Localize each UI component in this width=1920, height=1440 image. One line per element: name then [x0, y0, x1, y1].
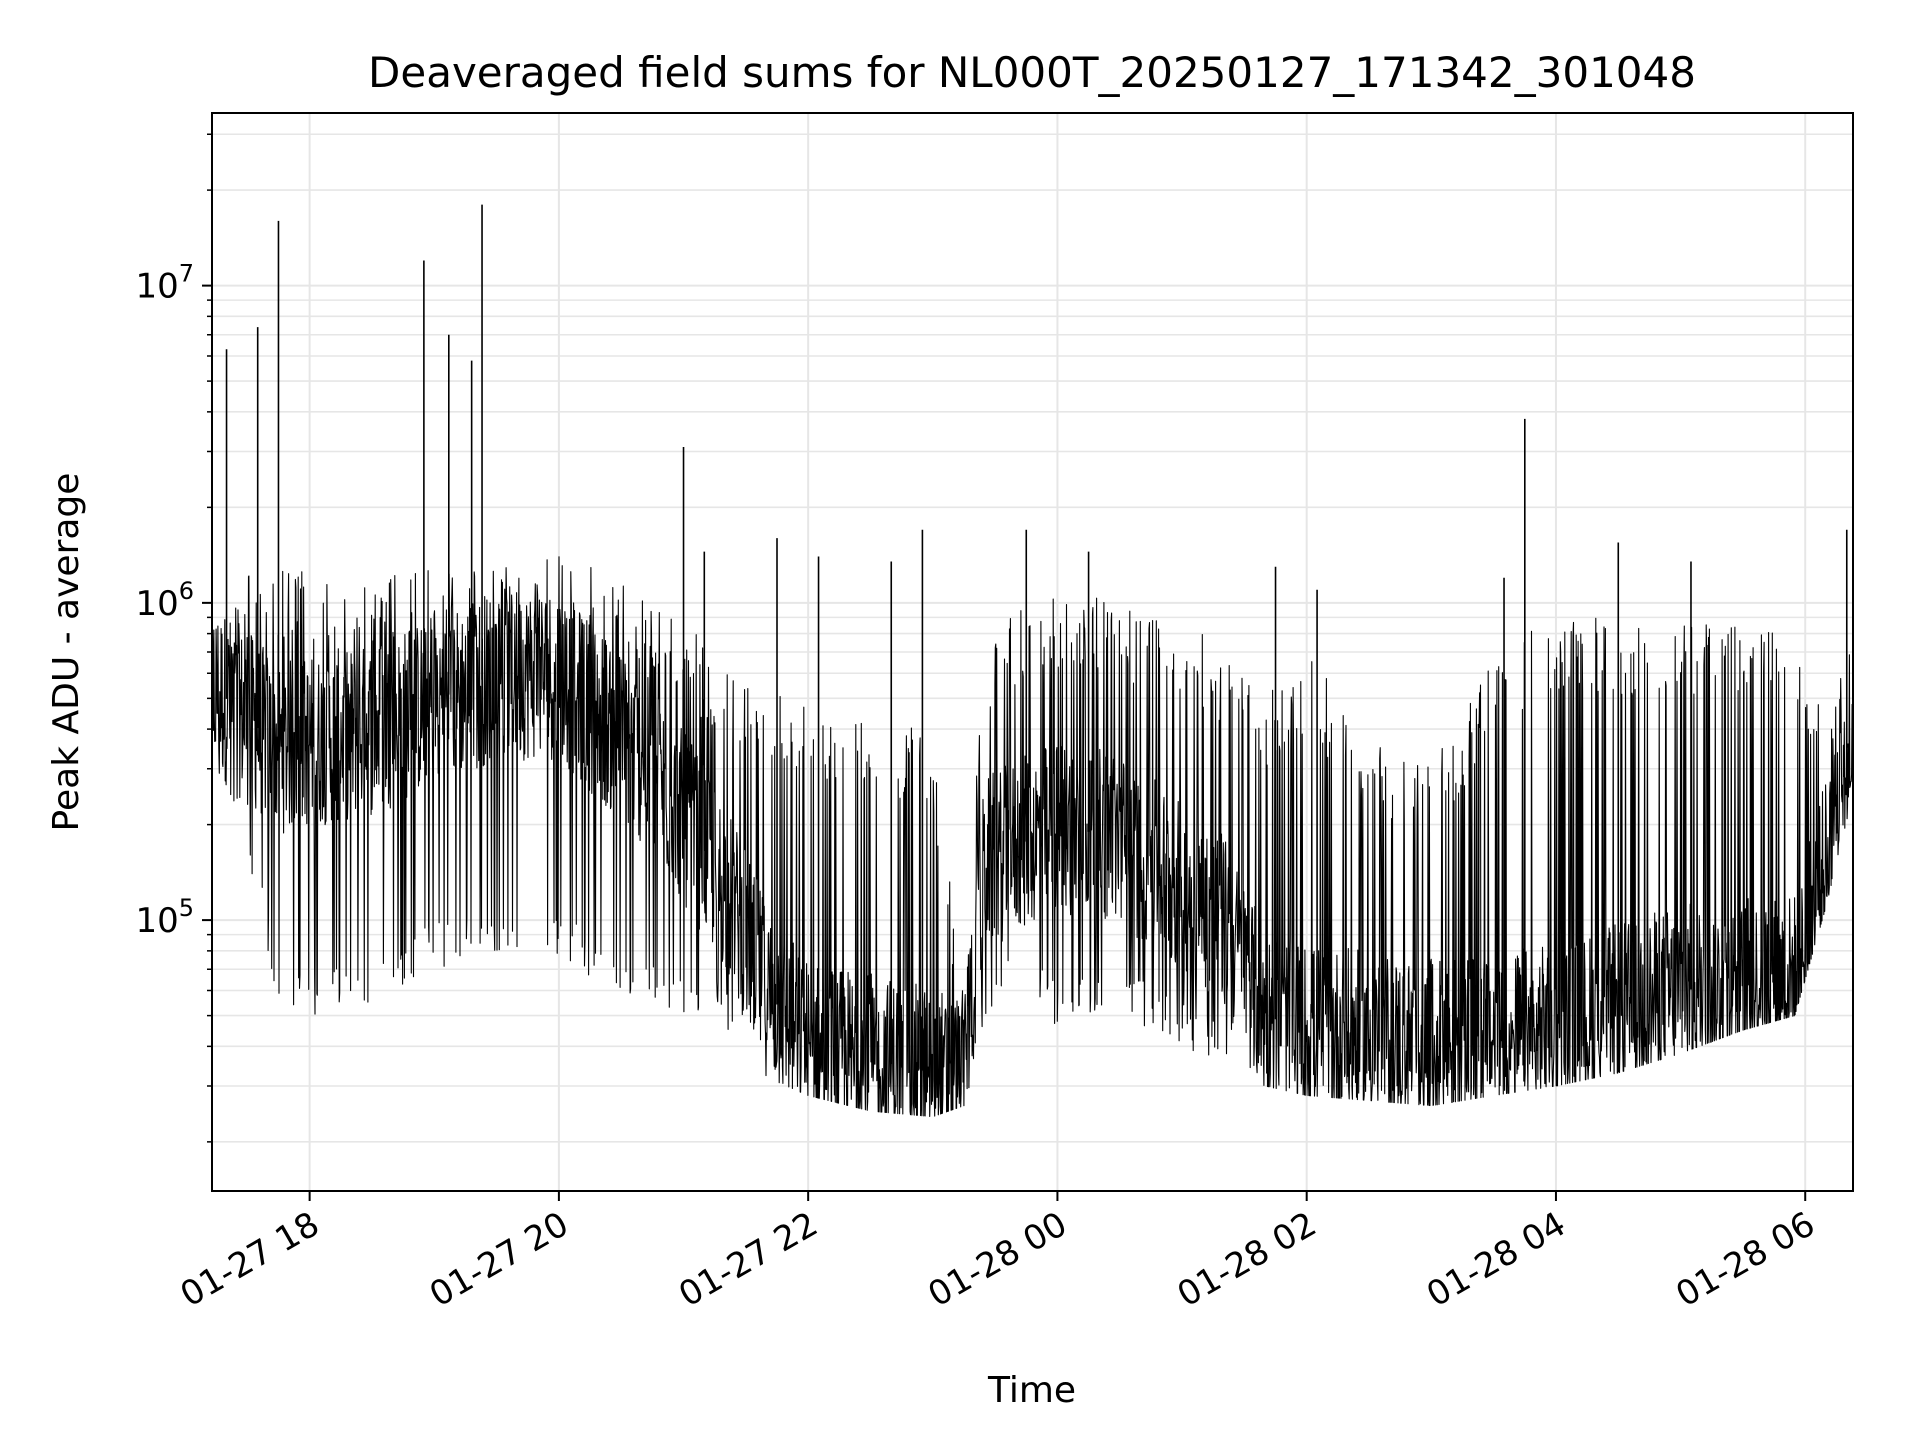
y-tick-label: 107: [135, 260, 194, 307]
y-axis: 105 106 107: [135, 133, 212, 1143]
x-axis-label: Time: [987, 1370, 1076, 1411]
series-line: [211, 556, 1854, 1118]
y-tick-label: 105: [135, 894, 194, 941]
y-axis-label: Peak ADU - average: [46, 473, 87, 832]
y-tick-label: 106: [135, 577, 194, 624]
chart-title: Deaveraged field sums for NL000T_2025012…: [368, 48, 1696, 97]
